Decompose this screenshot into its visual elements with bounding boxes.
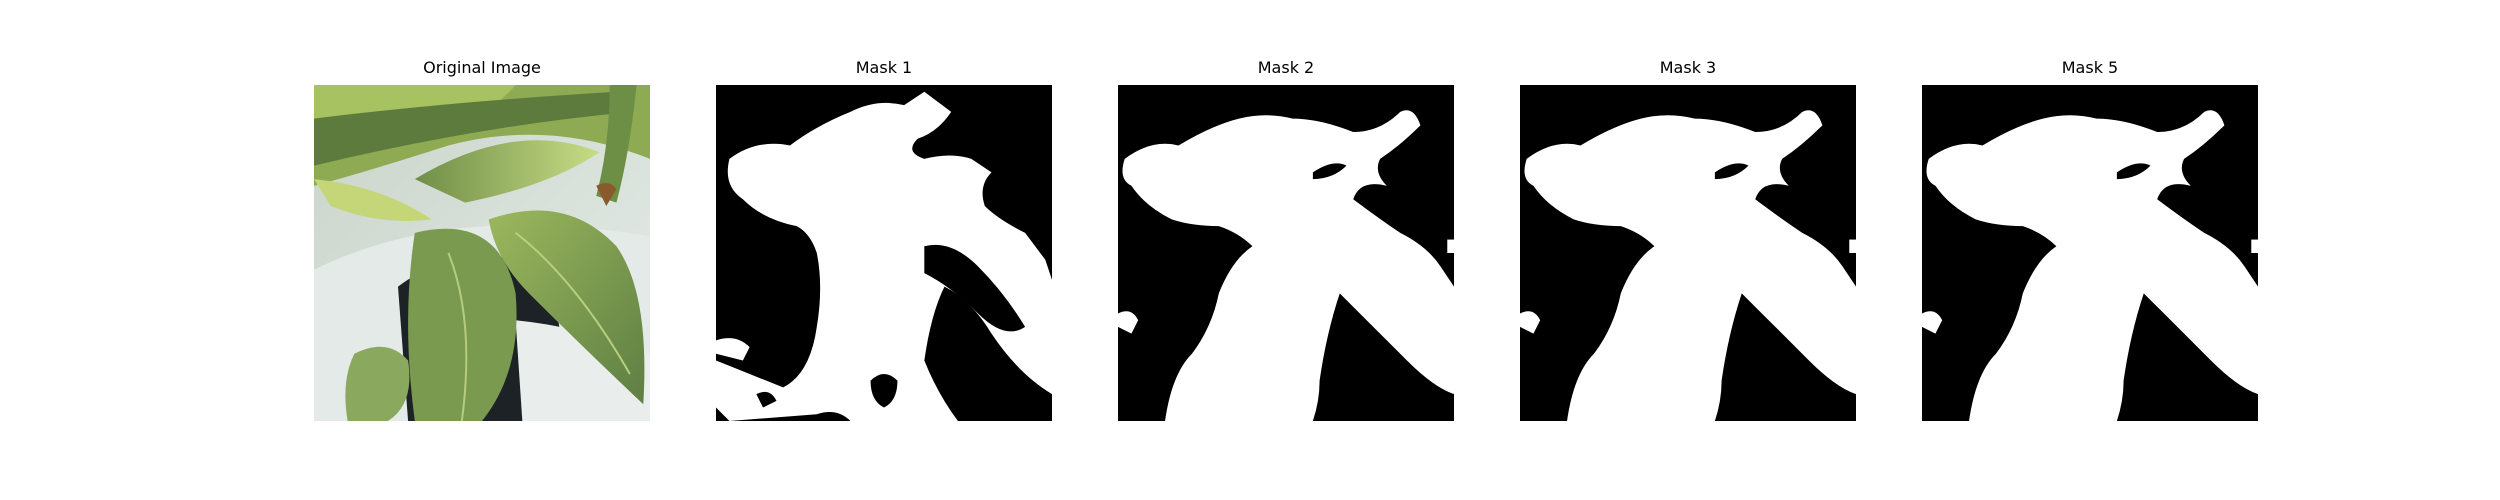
original-image [314,85,650,421]
mask-5-title: Mask 5 [2061,58,2119,77]
original-image-title: Original Image [423,58,541,77]
mask-3-title: Mask 3 [1659,58,1717,77]
mask-1-image [716,85,1052,421]
mask-2-image [1118,85,1454,421]
mask-3-image [1520,85,1856,421]
mask-2-title: Mask 2 [1257,58,1315,77]
mask-5-image [1922,85,2258,421]
mask-1-title: Mask 1 [855,58,913,77]
